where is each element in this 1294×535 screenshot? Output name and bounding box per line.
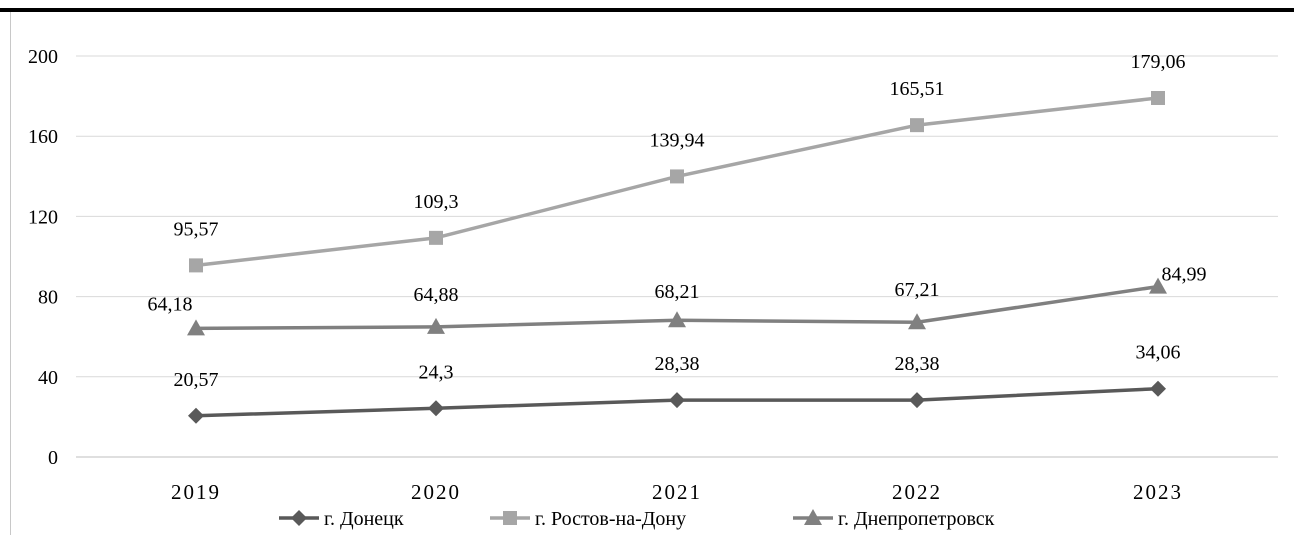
data-point-1-2019 (188, 407, 204, 424)
left-border-rule (10, 12, 11, 535)
x-tick-label-2019: 2019 (171, 480, 221, 504)
y-tick-label-40: 40 (38, 367, 58, 389)
top-border-rule (0, 8, 1294, 12)
data-point-1-2021 (669, 392, 685, 409)
data-label-2-2019: 95,57 (174, 218, 219, 240)
legend-label-2: г. Ростов-на-Дону (535, 508, 686, 530)
x-tick-label-2021: 2021 (652, 480, 702, 504)
y-tick-label-160: 160 (28, 126, 58, 148)
data-point-3-2022 (908, 313, 926, 330)
grid-lines (76, 55, 1278, 458)
data-label-1-2021: 28,38 (655, 353, 700, 375)
legend-item-1: г. Донецк (279, 508, 404, 530)
data-point-2-2019 (189, 258, 203, 273)
x-tick-label-2022: 2022 (892, 480, 942, 504)
data-label-3-2022: 67,21 (895, 279, 940, 301)
legend-item-3: г. Днепропетровск (793, 508, 995, 530)
data-point-1-2023 (1150, 380, 1166, 397)
y-tick-label-120: 120 (28, 206, 58, 228)
data-point-3-2023 (1149, 277, 1167, 294)
data-label-2-2023: 179,06 (1131, 51, 1186, 73)
legend-marker-3 (804, 509, 822, 525)
data-point-2-2023 (1151, 90, 1165, 105)
data-point-2-2021 (670, 169, 684, 184)
data-point-2-2022 (910, 118, 924, 133)
legend-marker-1 (291, 510, 307, 526)
legend-item-2: г. Ростов-на-Дону (490, 508, 686, 530)
y-tick-label-200: 200 (28, 46, 58, 68)
data-point-3-2019 (187, 319, 205, 336)
legend: г. Донецк г. Ростов-на-Дону г. Днепропетро… (279, 508, 995, 530)
legend-label-3: г. Днепропетровск (838, 508, 995, 530)
data-point-3-2020 (427, 317, 445, 334)
legend-marker-2 (503, 511, 517, 525)
data-label-1-2019: 20,57 (174, 369, 219, 391)
data-point-1-2022 (909, 392, 925, 409)
data-point-1-2020 (428, 400, 444, 417)
data-point-2-2020 (429, 230, 443, 245)
legend-label-1: г. Донецк (324, 508, 404, 530)
data-label-1-2020: 24,3 (419, 361, 454, 383)
data-label-3-2023: 84,99 (1162, 264, 1207, 286)
x-axis: 2019 2020 2021 2022 2023 (171, 480, 1183, 504)
series-3 (187, 277, 1167, 336)
y-tick-label-0: 0 (48, 447, 58, 469)
data-label-2-2022: 165,51 (890, 78, 945, 100)
data-point-3-2021 (668, 311, 686, 328)
series-lines (187, 90, 1167, 424)
series-2 (189, 90, 1165, 273)
data-label-3-2021: 68,21 (655, 281, 700, 303)
x-tick-label-2023: 2023 (1133, 480, 1183, 504)
data-labels: 20,57 24,3 28,38 28,38 34,06 95,57 109,3 139,94… (148, 51, 1207, 391)
data-label-1-2023: 34,06 (1136, 342, 1181, 364)
y-axis: 0 40 80 120 160 200 (28, 46, 58, 469)
data-label-1-2022: 28,38 (895, 353, 940, 375)
data-label-2-2021: 139,94 (650, 129, 705, 151)
x-tick-label-2020: 2020 (411, 480, 461, 504)
data-label-3-2020: 64,88 (414, 284, 459, 306)
series-1 (188, 380, 1166, 424)
data-label-2-2020: 109,3 (414, 191, 459, 213)
data-label-3-2019: 64,18 (148, 293, 193, 315)
y-tick-label-80: 80 (38, 287, 58, 309)
